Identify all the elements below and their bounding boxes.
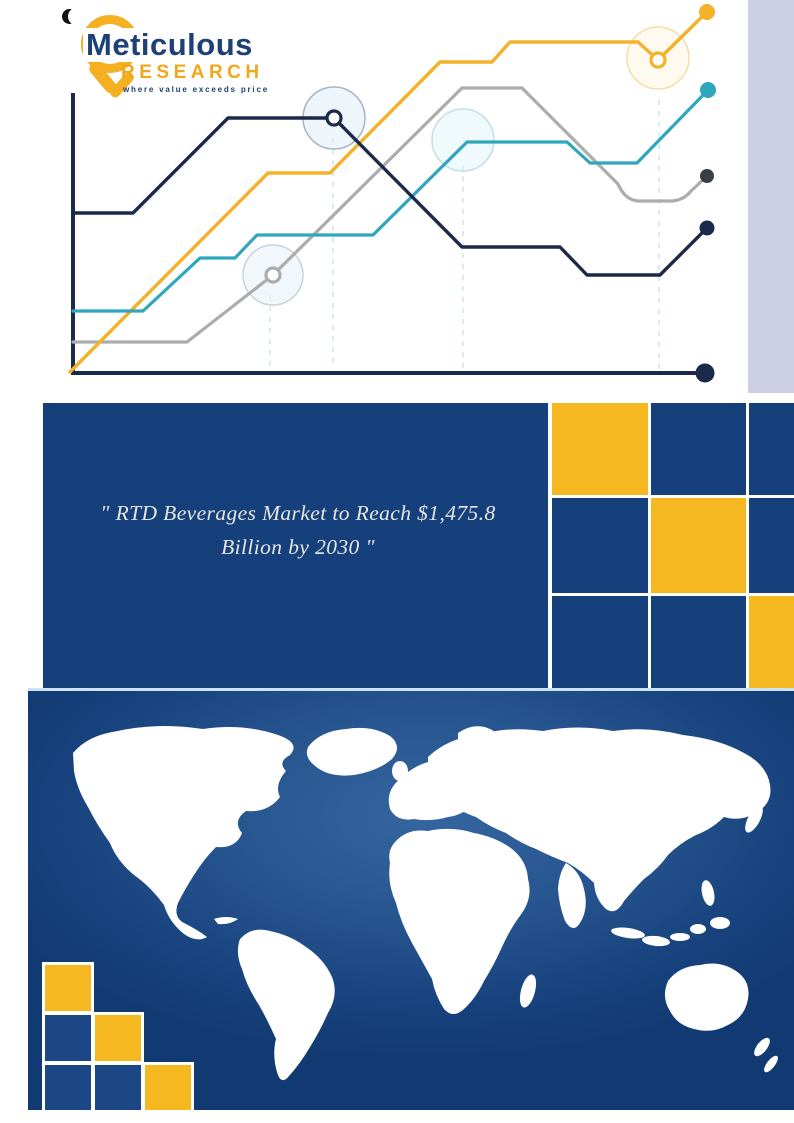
mosaic-square: [651, 403, 746, 495]
mosaic-square: [95, 1015, 141, 1061]
mosaic-square: [749, 403, 794, 495]
teal-trend-line: [71, 88, 710, 313]
mosaic-square: [749, 596, 794, 688]
meticulous-research-logo: Meticulous RESEARCH where value exceeds …: [55, 4, 295, 104]
logo-division-text: RESEARCH: [121, 62, 264, 83]
decorative-line-chart: [0, 0, 794, 395]
continents: [73, 725, 778, 1081]
chart-axes: [71, 93, 702, 375]
logo-brand-text: Meticulous: [83, 28, 256, 62]
mosaic-square: [45, 1065, 91, 1110]
mosaic-square: [552, 596, 648, 688]
axis-end-dot: [695, 363, 715, 383]
gray-trend-line: [71, 86, 708, 344]
mosaic-square: [95, 1065, 141, 1110]
quote-line-2: Billion by 2030 ": [221, 535, 375, 559]
mosaic-square: [45, 1015, 91, 1061]
crescent-dot-mask: [68, 8, 84, 25]
ring-node-yellow: [649, 51, 667, 69]
quote-line-1: " RTD Beverages Market to Reach $1,475.8: [100, 501, 496, 525]
dashed-guides: [269, 100, 660, 369]
market-quote: " RTD Beverages Market to Reach $1,475.8…: [48, 496, 548, 564]
mosaic-square: [651, 596, 746, 688]
ring-node-navy: [325, 109, 343, 127]
mosaic-square: [651, 498, 746, 593]
world-map-panel: [28, 688, 794, 1110]
end-dot-teal: [700, 82, 716, 98]
chart-canvas: [68, 4, 716, 383]
end-dot-dark: [700, 169, 714, 183]
mosaic-square: [145, 1065, 191, 1110]
ring-node-gray: [264, 266, 282, 284]
world-map: [73, 725, 778, 1081]
navy-trend-line: [71, 116, 709, 277]
lavender-side-bar: [748, 0, 794, 393]
halo-circle-teal: [431, 108, 495, 172]
mosaic-square: [552, 498, 648, 593]
quote-panel: " RTD Beverages Market to Reach $1,475.8…: [43, 403, 794, 688]
end-dot-navy: [699, 220, 715, 236]
mosaic-square: [749, 498, 794, 593]
end-dot-yellow: [699, 4, 715, 20]
logo-tagline-text: where value exceeds price: [123, 85, 269, 94]
mosaic-grid-top-right: [548, 403, 794, 688]
yellow-trend-line: [68, 10, 709, 374]
mosaic-square: [552, 403, 648, 495]
mosaic-square: [45, 965, 91, 1011]
